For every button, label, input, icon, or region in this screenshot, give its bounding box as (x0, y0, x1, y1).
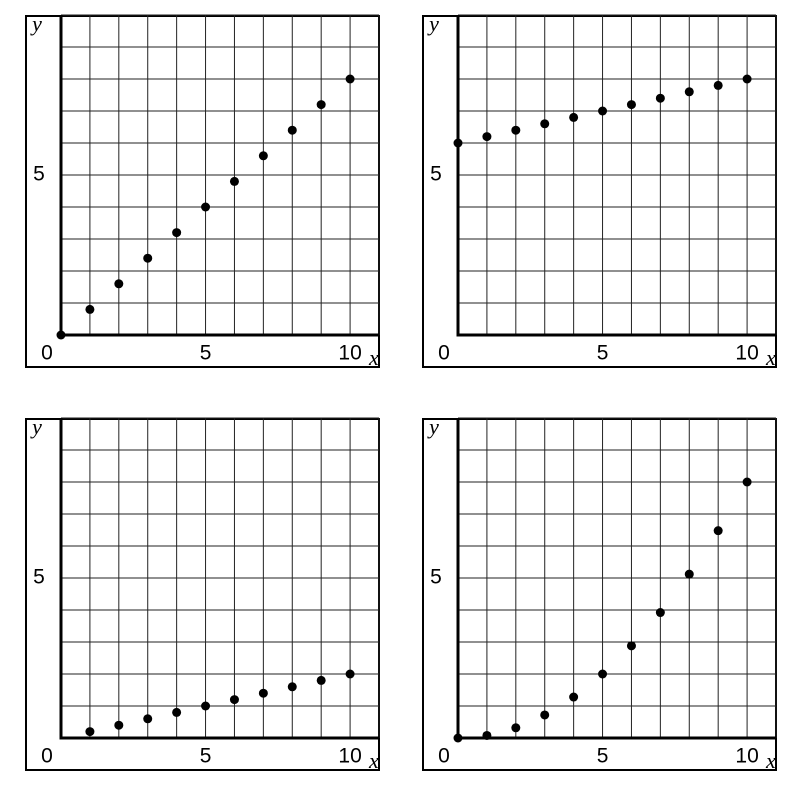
x-tick-label: 10 (735, 342, 758, 365)
point (453, 138, 463, 148)
point (511, 723, 521, 733)
point (56, 330, 66, 340)
y-tick-label: 5 (430, 163, 442, 186)
point (453, 733, 463, 743)
point (655, 608, 665, 618)
point (713, 526, 723, 536)
chart-panel: 0 5 10 5 x y (25, 414, 380, 773)
chart-panel: 0 5 10 5 x y (25, 11, 380, 370)
chart-panel: 0 5 10 5 x y (422, 414, 777, 773)
point (598, 106, 608, 116)
x-tick-label: 10 (735, 745, 758, 768)
y-axis-label: y (427, 11, 439, 36)
x-axis-label: x (368, 345, 379, 370)
point (345, 74, 355, 84)
point (143, 253, 153, 263)
point (316, 675, 326, 685)
x-tick-label: 10 (338, 342, 361, 365)
point (684, 569, 694, 579)
point (482, 132, 492, 142)
x-axis-label: x (765, 345, 776, 370)
point (287, 125, 297, 135)
point (540, 119, 550, 129)
point (85, 304, 95, 314)
x-tick-label: 5 (597, 342, 609, 365)
x-tick-label: 5 (200, 745, 212, 768)
point (85, 727, 95, 737)
point (742, 74, 752, 84)
panel-border (422, 418, 777, 771)
point (598, 669, 608, 679)
point (482, 730, 492, 740)
y-tick-label: 5 (430, 566, 442, 589)
x-tick-label: 0 (41, 745, 53, 768)
x-axis-label: x (368, 748, 379, 773)
y-tick-label: 5 (33, 163, 45, 186)
chart-panel: 0 5 10 5 x y (422, 11, 777, 370)
point (229, 176, 239, 186)
point (201, 701, 211, 711)
point (626, 100, 636, 110)
y-axis-label: y (30, 11, 42, 36)
point (114, 279, 124, 289)
x-axis-label: x (765, 748, 776, 773)
x-tick-label: 5 (597, 745, 609, 768)
point (172, 707, 182, 717)
point (229, 695, 239, 705)
point (345, 669, 355, 679)
point (287, 682, 297, 692)
y-axis-label: y (427, 414, 439, 439)
point (258, 151, 268, 161)
x-tick-label: 0 (41, 342, 53, 365)
x-tick-label: 10 (338, 745, 361, 768)
point (655, 93, 665, 103)
point (201, 202, 211, 212)
point (143, 714, 153, 724)
y-tick-label: 5 (33, 566, 45, 589)
y-axis-label: y (30, 414, 42, 439)
point (258, 688, 268, 698)
point (569, 112, 579, 122)
point (316, 100, 326, 110)
point (569, 692, 579, 702)
point (114, 720, 124, 730)
point (626, 641, 636, 651)
point (540, 710, 550, 720)
point (713, 80, 723, 90)
point (511, 125, 521, 135)
x-tick-label: 5 (200, 342, 212, 365)
point (684, 87, 694, 97)
panel-border (25, 418, 380, 771)
panel-border (422, 15, 777, 368)
point (172, 228, 182, 238)
x-tick-label: 0 (438, 745, 450, 768)
x-tick-label: 0 (438, 342, 450, 365)
point (742, 477, 752, 487)
panel-border (25, 15, 380, 368)
